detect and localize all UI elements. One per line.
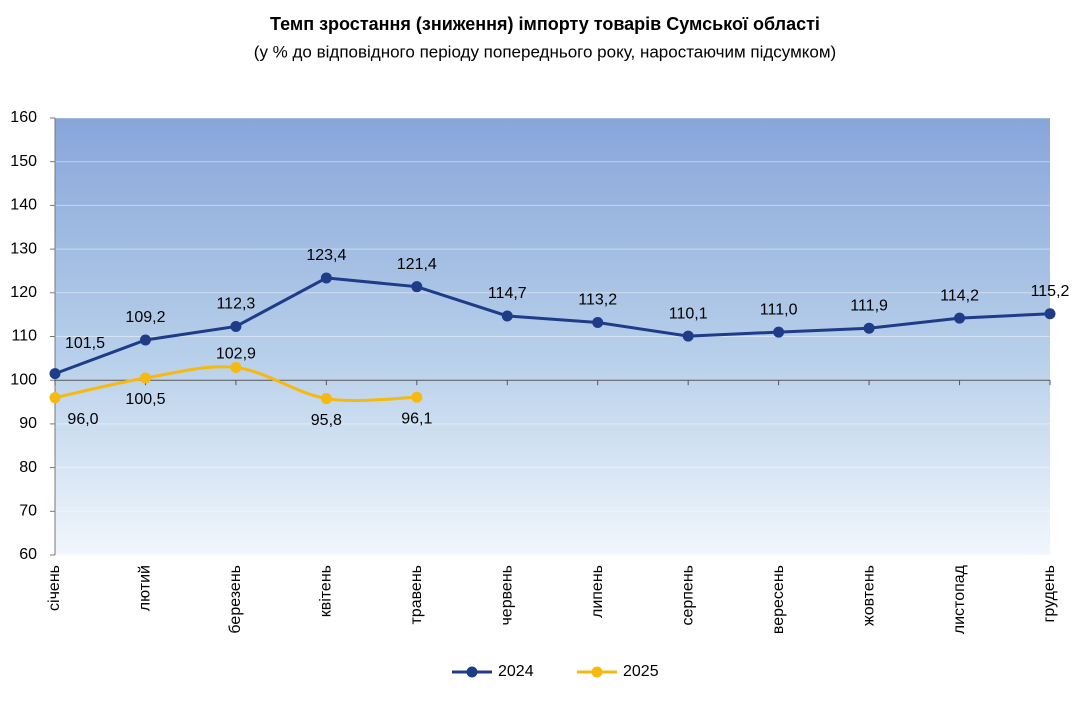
point xyxy=(592,317,604,329)
y-tick-label: 60 xyxy=(19,546,37,563)
x-tick-label: листопад xyxy=(951,564,968,634)
x-tick-label: січень xyxy=(46,565,63,611)
data-label: 113,2 xyxy=(578,292,617,309)
x-tick-label: вересень xyxy=(770,565,787,634)
point xyxy=(501,310,513,322)
y-tick-label: 120 xyxy=(10,284,37,301)
y-tick-label: 160 xyxy=(10,109,37,126)
data-label: 115,2 xyxy=(1031,283,1070,300)
point xyxy=(139,334,151,346)
y-tick-label: 70 xyxy=(19,503,37,520)
x-tick-label: червень xyxy=(498,565,515,626)
y-tick-label: 80 xyxy=(19,459,37,476)
x-tick-label: лютий xyxy=(137,565,154,611)
x-tick-label: жовтень xyxy=(860,565,877,626)
data-label: 111,9 xyxy=(850,297,888,314)
point xyxy=(863,322,875,334)
point xyxy=(49,368,61,380)
legend-marker xyxy=(591,666,603,678)
point xyxy=(954,312,966,324)
point xyxy=(411,281,423,293)
point xyxy=(773,326,785,338)
x-tick-label: грудень xyxy=(1041,565,1058,622)
legend-marker xyxy=(466,666,478,678)
y-tick-label: 130 xyxy=(10,240,37,257)
data-label: 96,0 xyxy=(67,411,98,428)
data-label: 96,1 xyxy=(401,410,432,427)
point xyxy=(320,272,332,284)
series-line xyxy=(54,276,1051,376)
point xyxy=(682,330,694,342)
plot-area xyxy=(55,118,1050,555)
y-tick-label: 110 xyxy=(11,328,37,345)
point xyxy=(320,393,332,405)
data-label: 114,2 xyxy=(940,287,979,304)
point xyxy=(411,391,423,403)
y-tick-label: 90 xyxy=(19,415,37,432)
data-label: 112,3 xyxy=(216,296,255,313)
y-tick-label: 100 xyxy=(10,371,37,388)
point xyxy=(1044,308,1056,320)
point xyxy=(230,362,242,374)
data-label: 100,5 xyxy=(125,391,165,408)
data-label: 101,5 xyxy=(65,335,105,352)
x-tick-label: квітень xyxy=(318,565,335,617)
data-label: 123,4 xyxy=(306,247,346,264)
data-label: 110,1 xyxy=(669,305,708,322)
data-label: 95,8 xyxy=(311,412,342,429)
chart-subtitle: (у % до відповідного періоду попередньог… xyxy=(254,42,836,61)
data-label: 102,9 xyxy=(216,346,256,363)
data-label: 109,2 xyxy=(125,309,165,326)
x-tick-label: серпень xyxy=(679,565,696,626)
point xyxy=(139,372,151,384)
point xyxy=(230,320,242,332)
point xyxy=(49,392,61,404)
legend-label: 2025 xyxy=(623,663,659,680)
data-label: 111,0 xyxy=(760,301,798,318)
data-label: 121,4 xyxy=(397,256,437,273)
x-tick-label: липень xyxy=(589,565,606,618)
x-tick-label: березень xyxy=(227,565,244,634)
x-tick-label: травень xyxy=(408,565,425,625)
chart-title: Темп зростання (зниження) імпорту товарі… xyxy=(270,14,820,34)
legend-label: 2024 xyxy=(498,663,534,680)
data-label: 114,7 xyxy=(488,285,527,302)
y-tick-label: 150 xyxy=(10,153,37,170)
y-tick-label: 140 xyxy=(10,197,37,214)
